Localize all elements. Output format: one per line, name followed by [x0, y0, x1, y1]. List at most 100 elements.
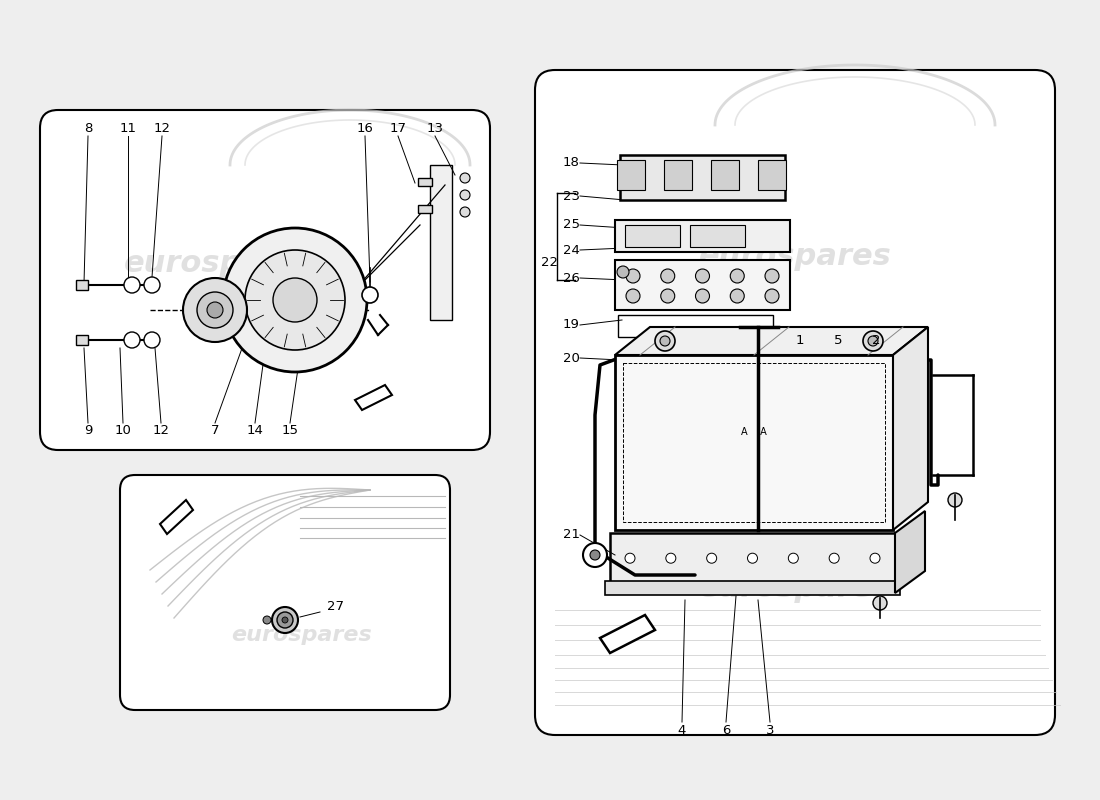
Bar — [620, 155, 785, 200]
Bar — [711, 160, 739, 190]
Bar — [758, 160, 786, 190]
Bar — [430, 165, 452, 320]
Bar — [418, 205, 432, 213]
Text: 23: 23 — [562, 190, 580, 202]
Text: 18: 18 — [562, 157, 580, 170]
Text: 26: 26 — [562, 271, 580, 285]
Text: 7: 7 — [211, 423, 219, 437]
Circle shape — [706, 554, 717, 563]
Text: A    A: A A — [741, 427, 767, 437]
Bar — [615, 355, 893, 530]
Text: 25: 25 — [562, 218, 580, 231]
Circle shape — [183, 278, 248, 342]
Circle shape — [764, 269, 779, 283]
Circle shape — [223, 228, 367, 372]
Text: 19: 19 — [562, 318, 580, 331]
Text: 22: 22 — [540, 255, 558, 269]
Circle shape — [730, 289, 745, 303]
Bar — [615, 220, 790, 252]
Bar — [625, 225, 680, 247]
Text: 12: 12 — [153, 423, 169, 437]
Text: 4: 4 — [678, 723, 686, 737]
Text: 17: 17 — [389, 122, 407, 134]
Circle shape — [583, 543, 607, 567]
Circle shape — [748, 554, 758, 563]
Polygon shape — [160, 500, 192, 534]
Bar — [76, 280, 88, 290]
Text: 13: 13 — [427, 122, 443, 134]
Circle shape — [873, 596, 887, 610]
Bar — [615, 260, 790, 310]
Bar — [610, 533, 895, 593]
Circle shape — [197, 292, 233, 328]
Bar — [76, 335, 88, 345]
Text: 2: 2 — [871, 334, 880, 346]
Circle shape — [124, 332, 140, 348]
Text: 8: 8 — [84, 122, 92, 134]
Circle shape — [144, 277, 159, 293]
Polygon shape — [893, 327, 928, 530]
Text: 6: 6 — [722, 723, 730, 737]
Text: 12: 12 — [154, 122, 170, 134]
Text: 10: 10 — [114, 423, 131, 437]
Text: 20: 20 — [562, 351, 580, 365]
Text: 24: 24 — [562, 243, 580, 257]
Text: 15: 15 — [282, 423, 298, 437]
Text: 14: 14 — [246, 423, 263, 437]
Circle shape — [654, 331, 675, 351]
Bar — [664, 160, 692, 190]
Circle shape — [263, 616, 271, 624]
Circle shape — [666, 554, 675, 563]
Text: 5: 5 — [834, 334, 843, 346]
Circle shape — [272, 607, 298, 633]
Circle shape — [626, 269, 640, 283]
Circle shape — [245, 250, 345, 350]
Circle shape — [661, 289, 674, 303]
Circle shape — [864, 331, 883, 351]
Circle shape — [124, 277, 140, 293]
Text: 3: 3 — [766, 723, 774, 737]
Bar — [418, 178, 432, 186]
Bar — [690, 225, 745, 247]
Circle shape — [695, 289, 710, 303]
Text: 9: 9 — [84, 423, 92, 437]
FancyBboxPatch shape — [120, 475, 450, 710]
Text: eurospares: eurospares — [231, 625, 372, 645]
Circle shape — [829, 554, 839, 563]
Circle shape — [460, 173, 470, 183]
Circle shape — [277, 612, 293, 628]
Circle shape — [661, 269, 674, 283]
Circle shape — [948, 493, 962, 507]
Text: 1: 1 — [795, 334, 804, 346]
Circle shape — [460, 207, 470, 217]
Text: eurospares: eurospares — [698, 242, 891, 270]
Polygon shape — [355, 385, 392, 410]
Circle shape — [617, 266, 629, 278]
Text: eurospares: eurospares — [698, 574, 891, 603]
Text: 21: 21 — [562, 529, 580, 542]
Text: 16: 16 — [356, 122, 373, 134]
Circle shape — [730, 269, 745, 283]
Text: 11: 11 — [120, 122, 136, 134]
Circle shape — [460, 190, 470, 200]
Circle shape — [764, 289, 779, 303]
Circle shape — [870, 554, 880, 563]
Circle shape — [144, 332, 159, 348]
Bar — [605, 581, 900, 595]
Text: 27: 27 — [327, 601, 343, 614]
Circle shape — [660, 336, 670, 346]
Bar — [623, 363, 886, 522]
Circle shape — [207, 302, 223, 318]
Bar — [618, 315, 773, 337]
Polygon shape — [600, 615, 654, 653]
Circle shape — [282, 617, 288, 623]
Circle shape — [625, 554, 635, 563]
Circle shape — [362, 287, 378, 303]
Circle shape — [626, 289, 640, 303]
Circle shape — [695, 269, 710, 283]
Bar — [617, 160, 645, 190]
Circle shape — [789, 554, 799, 563]
Text: eurospares: eurospares — [123, 249, 317, 278]
Circle shape — [273, 278, 317, 322]
Polygon shape — [895, 511, 925, 593]
